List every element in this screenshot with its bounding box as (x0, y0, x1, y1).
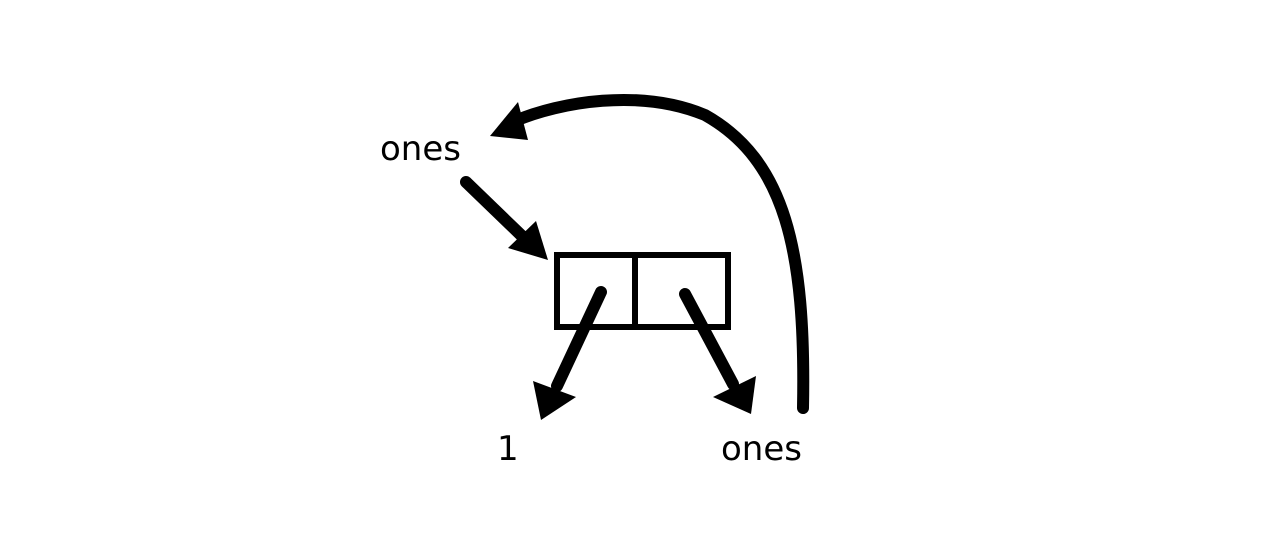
ones-label-top: ones (380, 129, 461, 169)
cdr-pointer-arrow (679, 288, 756, 414)
recursive-curve-arrow (490, 93, 810, 414)
ones-to-cell-arrow (460, 176, 548, 260)
car-value-label: 1 (497, 429, 519, 469)
car-pointer-arrow (533, 286, 607, 420)
cons-cell-cdr-box (632, 252, 731, 330)
ones-label-bottom: ones (721, 429, 802, 469)
